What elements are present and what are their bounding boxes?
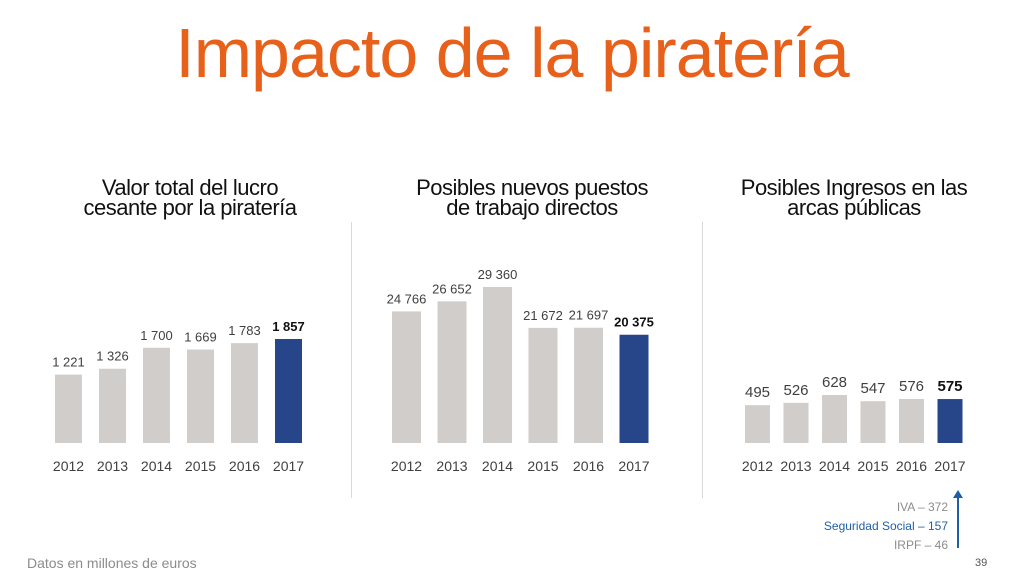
chart-2-value-label-2013: 26 652 [432,281,472,296]
chart-3-value-label-2016: 576 [899,378,924,395]
chart-1-value-label-2017: 1 857 [272,319,305,334]
chart-1-bar-2014 [143,347,170,443]
chart-1-title: Valor total del lucro cesante por la pir… [40,175,340,220]
chart-1-category-label-2015: 2015 [185,458,216,474]
chart-1-title-line-2: cesante por la piratería [83,195,297,220]
chart-1-category-label-2013: 2013 [97,458,128,474]
chart-3-category-label-2017: 2017 [934,458,965,474]
chart-1-category-label-2014: 2014 [141,458,172,474]
chart-3-title-line-1: Posibles Ingresos en las [740,175,968,200]
chart-2-title-line-1: Posibles nuevos puestos [416,175,648,200]
page-title: Impacto de la piratería [175,14,849,92]
divider-2 [702,222,703,498]
chart-2-category-label-2015: 2015 [527,458,558,474]
chart-2-bar-2016 [574,327,603,443]
footnote: Datos en millones de euros [27,555,197,571]
up-arrow-icon [953,490,963,548]
chart-2-value-label-2014: 29 360 [478,267,518,282]
page-number: 39 [975,557,988,569]
chart-1-bar-2015 [187,349,214,443]
chart-1-category-label-2017: 2017 [273,458,304,474]
chart-2-category-label-2012: 2012 [391,458,422,474]
chart-3-value-label-2015: 547 [860,380,885,397]
chart-3-bar-2016 [899,398,924,443]
chart-2-value-label-2016: 21 697 [569,308,609,323]
chart-2-category-label-2014: 2014 [482,458,513,474]
chart-2-bar-2012 [392,311,421,443]
chart-2-value-label-2012: 24 766 [387,291,427,306]
chart-1-title-line-1: Valor total del lucro [101,175,279,200]
breakdown-seguridad-social: Seguridad Social – 157 [823,519,948,533]
chart-2-category-label-2017: 2017 [618,458,649,474]
chart-1-value-label-2012: 1 221 [52,355,85,370]
chart-3-title-line-2: arcas públicas [787,195,921,220]
chart-1-value-label-2016: 1 783 [228,323,261,338]
chart-3-bar-2017 [937,399,963,443]
chart-1-category-label-2016: 2016 [229,458,260,474]
chart-3-value-label-2013: 526 [783,382,808,399]
chart-3-category-label-2014: 2014 [819,458,850,474]
chart-1-bar-2013 [99,368,126,443]
breakdown-iva: IVA – 372 [896,500,948,514]
chart-3-value-label-2012: 495 [745,384,770,401]
chart-1-value-label-2014: 1 700 [140,328,173,343]
chart-2-bar-2015 [528,327,558,443]
chart-3-value-label-2017: 575 [937,378,962,395]
chart-3-bar-2013 [783,402,809,443]
chart-1-bar-2012 [55,374,82,443]
chart-2-bar-2013 [437,301,467,443]
chart-3-value-label-2014: 628 [822,374,847,391]
chart-1-bar-2016 [231,343,258,443]
chart-2-category-label-2013: 2013 [436,458,467,474]
divider-1 [351,222,352,498]
chart-2-value-label-2017: 20 375 [614,315,654,330]
chart-3-bar-2012 [745,405,770,443]
chart-2-title: Posibles nuevos puestos de trabajo direc… [362,175,702,220]
chart-1-category-label-2012: 2012 [53,458,84,474]
chart-3-category-label-2012: 2012 [742,458,773,474]
chart-3-category-label-2013: 2013 [780,458,811,474]
chart-2-bar-2014 [483,287,512,443]
chart-3-bar-2014 [822,395,847,443]
chart-2-value-label-2015: 21 672 [523,308,563,323]
chart-2-bar-2017 [619,334,649,443]
chart-3-category-label-2015: 2015 [857,458,888,474]
chart-1-bar-2017 [275,339,302,443]
chart-1-value-label-2015: 1 669 [184,330,217,345]
chart-3-bar-2015 [860,401,886,443]
chart-3-category-label-2016: 2016 [896,458,927,474]
chart-2-category-label-2016: 2016 [573,458,604,474]
chart-2-title-line-2: de trabajo directos [446,195,618,220]
breakdown-irpf: IRPF – 46 [893,538,948,552]
income-breakdown: IVA – 372 Seguridad Social – 157 IRPF – … [790,498,948,555]
chart-3-title: Posibles Ingresos en las arcas públicas [704,175,1004,220]
chart-1-value-label-2013: 1 326 [96,349,129,364]
